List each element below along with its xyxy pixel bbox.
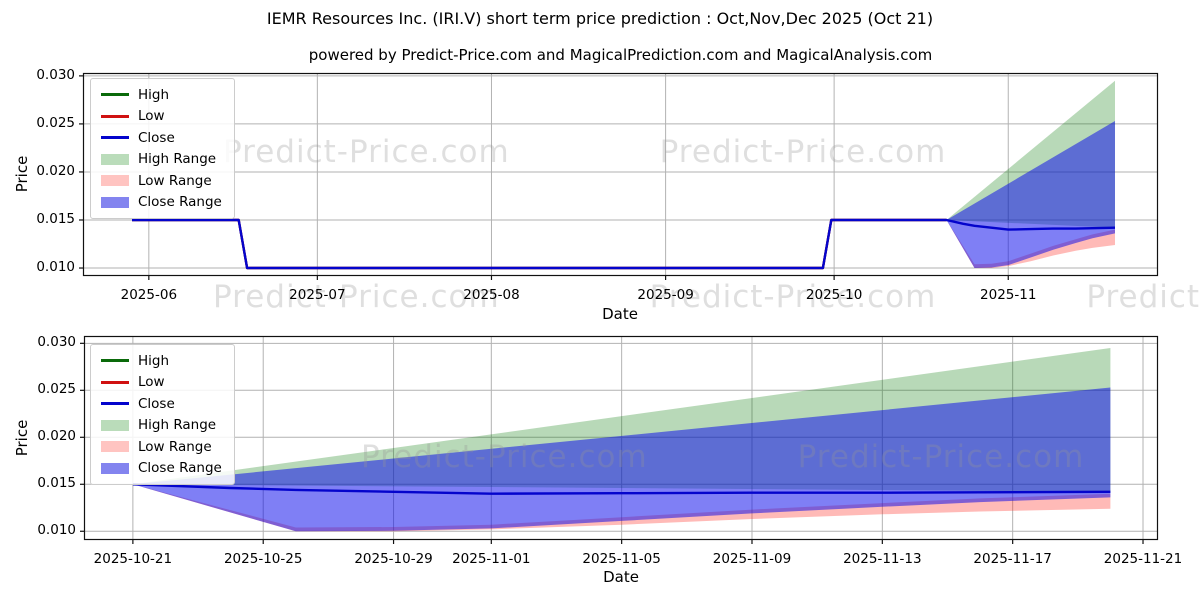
x-tick-label: 2025-06 (120, 287, 178, 303)
legend-label: Low Range (138, 172, 212, 189)
close-line (132, 218, 1116, 270)
x-axis-label-top: Date (602, 305, 638, 323)
legend-patch-swatch (101, 419, 129, 431)
legend-item-close: Close (101, 393, 222, 415)
legend-item-high: High (101, 84, 222, 106)
swatch-color (101, 402, 129, 406)
legend-patch-swatch (101, 153, 129, 165)
y-tick-label: 0.030 (37, 334, 76, 351)
top-price-chart (79, 72, 1159, 280)
legend-label: Close Range (138, 460, 222, 477)
plot-border (82, 72, 1159, 277)
close-range-band (132, 387, 1111, 532)
y-tick-label: 0.020 (36, 162, 75, 179)
x-tick-label: 2025-11-21 (1103, 551, 1183, 567)
y-tick-label: 0.025 (37, 381, 76, 398)
low-range-band (132, 484, 1111, 532)
legend-item-close-range: Close Range (101, 458, 222, 480)
legend-line-swatch (101, 380, 129, 384)
x-tick-label: 2025-11-09 (712, 551, 792, 567)
x-tick-label: 2025-10-29 (354, 551, 433, 567)
legend-item-close-range: Close Range (101, 192, 222, 214)
swatch-color (101, 419, 129, 431)
legend-item-low: Low (101, 372, 222, 394)
legend-patch-swatch (101, 196, 129, 208)
x-tick-label: 2025-10 (805, 287, 863, 303)
swatch-color (101, 114, 129, 118)
x-tick-label: 2025-09 (637, 287, 694, 303)
x-tick-label: 2025-11 (980, 287, 1037, 303)
legend-line-swatch (101, 402, 129, 406)
x-tick-label: 2025-11-13 (843, 551, 922, 567)
y-tick-label: 0.030 (36, 66, 75, 83)
x-tick-label: 2025-08 (463, 287, 520, 303)
legend-label: High (138, 86, 170, 103)
x-tick-label: 2025-11-05 (582, 551, 661, 567)
swatch-color (101, 153, 129, 165)
plot-border (83, 335, 1159, 541)
legend-label: Low (138, 108, 165, 125)
legend-line-swatch (101, 93, 129, 97)
swatch-color (101, 175, 129, 187)
y-tick-label: 0.025 (36, 114, 75, 131)
swatch-color (101, 196, 129, 208)
swatch-color (101, 380, 129, 384)
chart-title: IEMR Resources Inc. (IRI.V) short term p… (266, 9, 934, 28)
legend-label: Close Range (138, 194, 222, 211)
swatch-color (101, 93, 129, 97)
legend-label: Close (138, 395, 175, 412)
legend-item-low-range: Low Range (101, 436, 222, 458)
close-range-band (946, 121, 1115, 268)
x-tick-label: 2025-10-21 (93, 551, 173, 567)
legend-patch-swatch (101, 441, 129, 453)
bottom-prediction-chart (80, 335, 1159, 544)
close-line (132, 483, 1111, 495)
legend-label: Low (138, 374, 165, 391)
x-tick-label: 2025-11-01 (452, 551, 531, 567)
watermark-text: Predict-Price.com (1086, 279, 1200, 315)
legend-item-low: Low (101, 106, 222, 128)
legend-label: High Range (138, 151, 217, 168)
swatch-color (101, 441, 129, 453)
swatch-color (101, 462, 129, 474)
legend-line-swatch (101, 136, 129, 140)
legend-label: Close (138, 129, 175, 146)
legend-patch-swatch (101, 462, 129, 474)
legend-label: High (138, 352, 170, 369)
legend-label: High Range (138, 417, 217, 434)
y-tick-label: 0.010 (37, 522, 76, 539)
y-tick-label: 0.010 (36, 259, 75, 276)
legend-item-high-range: High Range (101, 415, 222, 437)
legend-patch-swatch (101, 175, 129, 187)
y-tick-label: 0.015 (37, 475, 76, 492)
legend-item-close: Close (101, 127, 222, 149)
chart-subtitle: powered by Predict-Price.com and Magical… (308, 46, 933, 64)
legend-line-swatch (101, 114, 129, 118)
legend-top: High Low Close High Range Low Range Close Ran… (90, 78, 235, 219)
swatch-color (101, 136, 129, 140)
y-tick-label: 0.020 (37, 428, 76, 445)
x-axis-label-bottom: Date (603, 568, 639, 586)
x-tick-label: 2025-10-25 (223, 551, 303, 567)
swatch-color (101, 359, 129, 363)
legend-line-swatch (101, 359, 129, 363)
y-tick-label: 0.015 (36, 210, 75, 227)
legend-item-low-range: Low Range (101, 170, 222, 192)
low-range-band (946, 220, 1115, 268)
legend-item-high-range: High Range (101, 149, 222, 171)
legend-item-high: High (101, 350, 222, 372)
x-tick-label: 2025-11-17 (973, 551, 1052, 567)
x-tick-label: 2025-07 (289, 287, 346, 303)
legend-bottom: High Low Close High Range Low Range Close Ran… (90, 344, 235, 485)
legend-label: Low Range (138, 438, 212, 455)
